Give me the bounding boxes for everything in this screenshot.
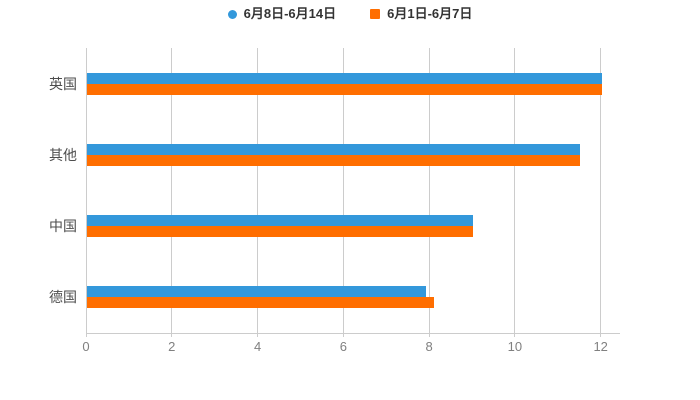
legend-label-series-1: 6月1日-6月7日 — [387, 6, 473, 21]
bar-s1-德国 — [87, 297, 435, 309]
x-axis-tick-label: 0 — [82, 339, 90, 354]
x-axis-tick — [600, 333, 602, 337]
gridline — [600, 48, 602, 333]
gridline — [257, 48, 259, 333]
x-axis-tick — [514, 333, 516, 337]
bar-s1-英国 — [87, 83, 602, 95]
x-axis-tick-label: 2 — [168, 339, 176, 354]
y-axis-label: 其他 — [49, 146, 77, 163]
gridline — [514, 48, 516, 333]
gridline — [428, 48, 430, 333]
legend-marker-square-icon — [370, 9, 381, 19]
bar-s0-英国 — [87, 72, 602, 84]
x-axis-tick-label: 6 — [339, 339, 347, 354]
x-axis-tick-label: 12 — [593, 339, 608, 354]
legend-item-series-1[interactable]: 6月1日-6月7日 — [370, 6, 472, 22]
legend-marker-circle-icon — [227, 9, 237, 19]
gridline — [342, 48, 344, 333]
legend-item-series-0[interactable]: 6月8日-6月14日 — [227, 6, 337, 22]
y-axis-label: 德国 — [49, 289, 77, 306]
bar-s1-中国 — [87, 226, 474, 238]
y-axis-label: 英国 — [49, 75, 77, 92]
gridline — [171, 48, 173, 333]
bar-s1-其他 — [87, 154, 581, 166]
bar-s0-德国 — [87, 286, 426, 298]
x-axis-tick — [257, 333, 259, 337]
chart-legend: 6月8日-6月14日 6月1日-6月7日 — [0, 6, 700, 22]
x-axis-tick — [85, 333, 87, 337]
x-axis-tick — [171, 333, 173, 337]
x-axis-line — [86, 333, 620, 334]
x-axis-tick-label: 8 — [425, 339, 433, 354]
legend-label-series-0: 6月8日-6月14日 — [243, 6, 337, 21]
x-axis-tick — [342, 333, 344, 337]
bar-s0-中国 — [87, 215, 474, 227]
x-axis-tick — [428, 333, 430, 337]
x-axis-tick-label: 4 — [253, 339, 262, 354]
y-axis-label: 中国 — [49, 218, 77, 235]
bar-s0-其他 — [87, 143, 581, 155]
y-axis-line — [85, 48, 87, 333]
x-axis-tick-label: 10 — [507, 339, 523, 354]
